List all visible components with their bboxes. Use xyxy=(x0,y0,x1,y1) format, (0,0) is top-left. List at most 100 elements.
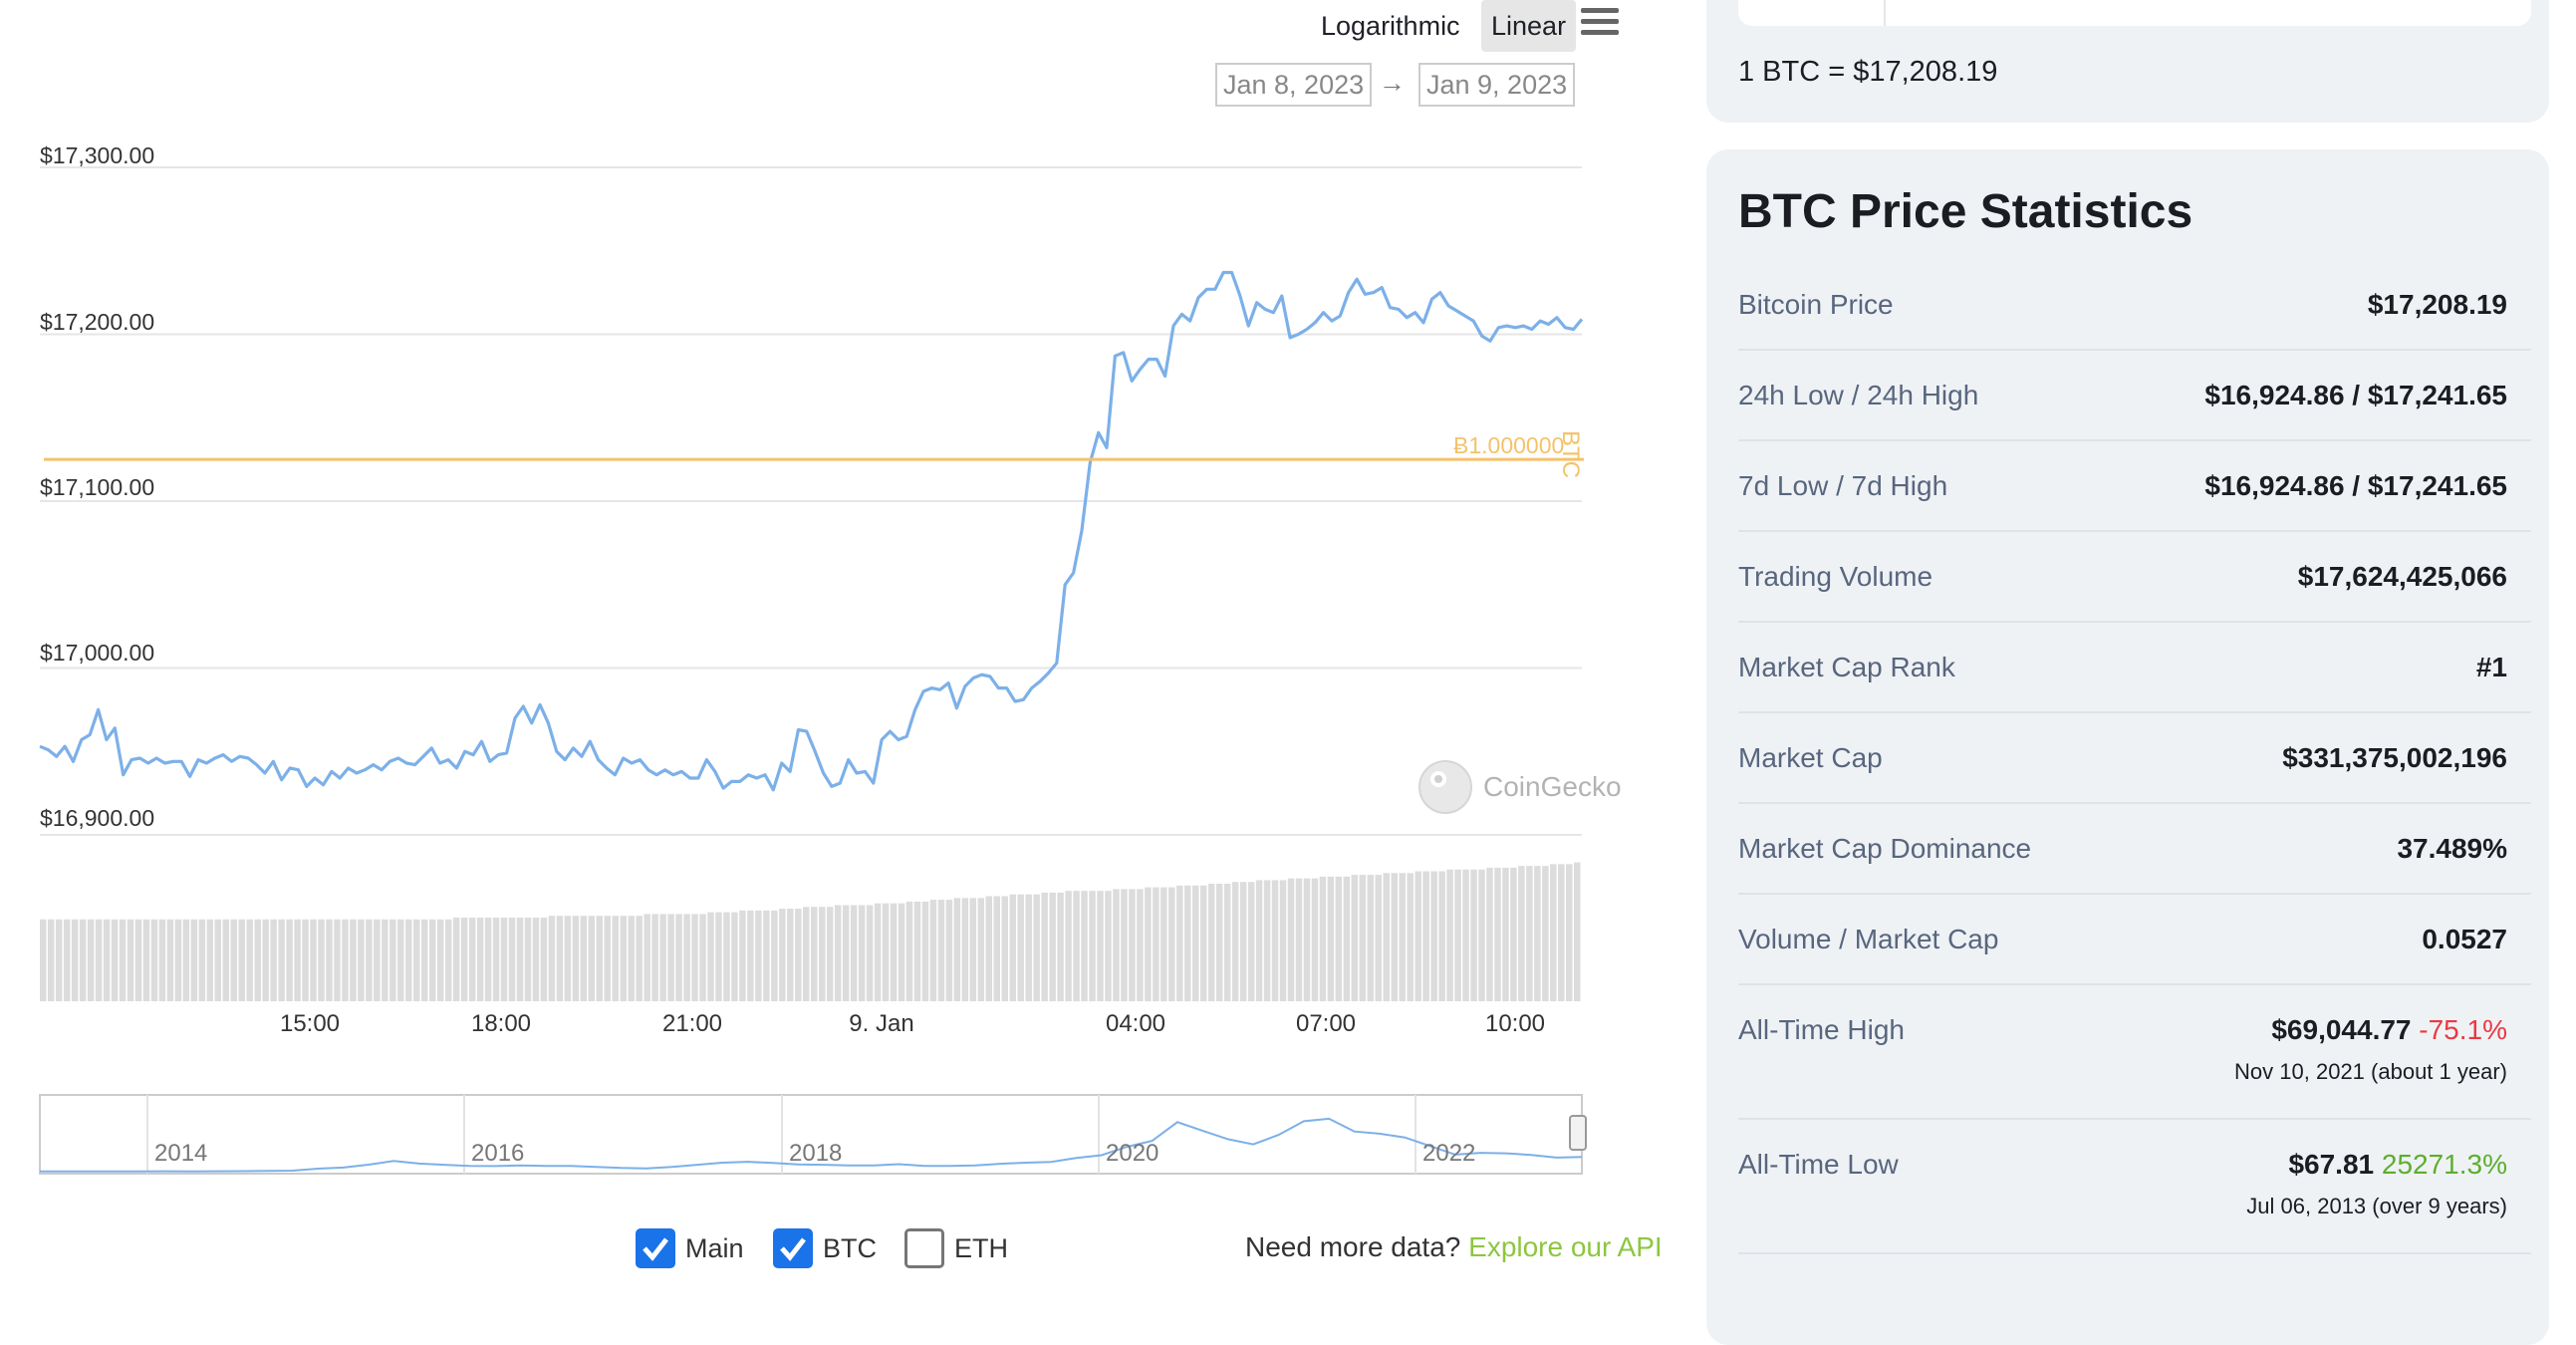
linear-scale-button[interactable]: Linear xyxy=(1481,0,1577,52)
ath-value: $69,044.77 xyxy=(2271,1014,2412,1045)
stat-label: Market Cap Dominance xyxy=(1738,833,2032,864)
volume-bar xyxy=(929,900,937,1001)
x-tick-label: 07:00 xyxy=(1295,1010,1357,1037)
logarithmic-scale-button[interactable]: Logarithmic xyxy=(1321,11,1460,41)
main-series-label[interactable]: Main xyxy=(685,1233,744,1263)
eth-series-checkbox[interactable] xyxy=(904,1228,944,1268)
volume-bar xyxy=(1319,876,1327,1001)
volume-bar xyxy=(969,898,977,1001)
ath-change: -75.1% xyxy=(2419,1014,2507,1045)
stat-row-trading-volume: Trading Volume $17,624,425,066 xyxy=(1738,543,2531,623)
range-from-input[interactable]: Jan 8, 2023 xyxy=(1215,63,1373,107)
stat-label: Volume / Market Cap xyxy=(1738,924,1999,954)
volume-bar xyxy=(1407,873,1414,1001)
volume-bar xyxy=(993,896,1001,1001)
volume-bar xyxy=(691,914,698,1001)
volume-bar xyxy=(1351,875,1359,1001)
volume-bar xyxy=(1231,882,1239,1001)
eth-series-label[interactable]: ETH xyxy=(954,1233,1008,1263)
volume-bar xyxy=(811,907,818,1001)
volume-bar xyxy=(564,916,572,1001)
volume-bar xyxy=(1049,892,1056,1001)
stat-label: Trading Volume xyxy=(1738,561,1933,592)
volume-bar xyxy=(787,909,794,1001)
range-to-input[interactable]: Jan 9, 2023 xyxy=(1418,63,1576,107)
volume-bar xyxy=(882,903,890,1001)
volume-bar xyxy=(803,907,810,1001)
volume-bar xyxy=(826,907,834,1001)
stat-value: 37.489% xyxy=(2397,833,2507,864)
volume-bar xyxy=(1343,876,1351,1001)
volume-bar xyxy=(1121,889,1128,1001)
volume-bar xyxy=(985,896,993,1001)
stat-label: All-Time High xyxy=(1738,1014,1905,1045)
volume-bar xyxy=(134,919,142,1001)
volume-bar xyxy=(1137,889,1144,1001)
volume-bar xyxy=(413,919,420,1001)
volume-bar xyxy=(302,919,309,1001)
y-tick-label: $17,100.00 xyxy=(40,474,155,500)
volume-bar xyxy=(127,919,134,1001)
stat-value: $67.81 25271.3% xyxy=(2288,1149,2507,1181)
volume-bar xyxy=(1247,882,1255,1001)
volume-bar xyxy=(596,916,604,1001)
volume-bar xyxy=(358,919,365,1001)
volume-bar xyxy=(190,919,198,1001)
y-tick-label: $17,200.00 xyxy=(40,309,155,335)
api-prompt-text: Need more data? xyxy=(1245,1231,1461,1262)
checkmark-icon xyxy=(643,1237,668,1261)
volume-bar xyxy=(1550,864,1557,1001)
volume-bar xyxy=(532,917,540,1001)
navigator-year-label: 2014 xyxy=(154,1140,208,1167)
volume-bar xyxy=(842,905,850,1001)
volume-bar xyxy=(636,916,643,1001)
volume-bar xyxy=(747,910,754,1001)
converter-panel: 1 BTC = $17,208.19 xyxy=(1706,0,2549,123)
btc-series-checkbox[interactable] xyxy=(773,1228,813,1268)
main-series-checkbox[interactable] xyxy=(636,1228,675,1268)
volume-bar xyxy=(913,901,921,1001)
volume-bar xyxy=(1097,891,1104,1001)
volume-bar xyxy=(374,919,381,1001)
conversion-rate: 1 BTC = $17,208.19 xyxy=(1738,56,1998,88)
volume-bar xyxy=(214,919,222,1001)
volume-bar xyxy=(278,919,285,1001)
volume-bar xyxy=(540,917,548,1001)
volume-bar xyxy=(755,910,762,1001)
volume-bar xyxy=(937,900,945,1001)
volume-bar xyxy=(1415,871,1421,1001)
volume-bar xyxy=(286,919,293,1001)
volume-bar xyxy=(580,916,588,1001)
volume-bar xyxy=(1271,880,1279,1001)
volume-bar xyxy=(1089,891,1096,1001)
volume-bar xyxy=(1129,889,1136,1001)
volume-bar xyxy=(1184,885,1191,1001)
volume-bar xyxy=(1192,885,1199,1001)
explore-api-link[interactable]: Explore our API xyxy=(1468,1231,1663,1262)
volume-bar xyxy=(548,916,556,1001)
volume-bar xyxy=(707,912,714,1001)
volume-bar xyxy=(921,901,929,1001)
volume-bar xyxy=(1494,867,1501,1001)
volume-bar xyxy=(866,905,874,1001)
volume-bar xyxy=(659,914,666,1001)
volume-bar xyxy=(1422,871,1429,1001)
volume-bar xyxy=(1359,875,1367,1001)
x-tick-label: 21:00 xyxy=(661,1010,723,1037)
btc-axis-label: BTC xyxy=(1557,430,1584,478)
volume-bar xyxy=(683,914,690,1001)
price-chart[interactable] xyxy=(0,0,1693,1196)
hamburger-menu-icon[interactable] xyxy=(1581,8,1619,42)
volume-bar xyxy=(492,917,500,1001)
btc-series-label[interactable]: BTC xyxy=(823,1233,877,1263)
stat-value: #1 xyxy=(2475,652,2507,682)
volume-bar xyxy=(79,919,87,1001)
volume-bar xyxy=(1438,871,1445,1001)
volume-bar xyxy=(468,917,476,1001)
chart-gridlines xyxy=(40,166,1582,836)
volume-bar xyxy=(166,919,174,1001)
converter-input-box[interactable] xyxy=(1738,0,2531,26)
volume-bar xyxy=(1327,876,1335,1001)
volume-bar xyxy=(1145,887,1152,1001)
volume-bar xyxy=(1199,885,1207,1001)
